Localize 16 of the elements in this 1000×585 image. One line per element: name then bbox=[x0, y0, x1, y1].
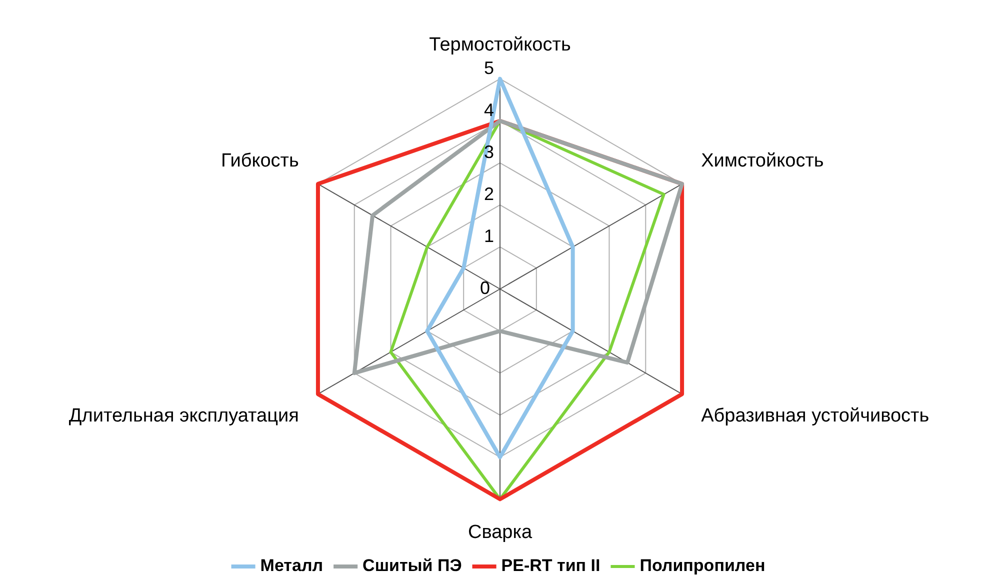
legend-label: PE-RT тип II bbox=[501, 556, 600, 576]
spoke-label: Абразивная устойчивость bbox=[701, 406, 930, 427]
spoke-label: Химстойкость bbox=[701, 150, 824, 172]
y-tick-label: 2 bbox=[484, 184, 494, 204]
y-tick-label: 5 bbox=[484, 58, 494, 78]
legend-label: Металл bbox=[260, 556, 324, 576]
y-tick-label: 1 bbox=[484, 226, 494, 246]
y-tick-label: 4 bbox=[484, 100, 494, 120]
y-tick-label: 3 bbox=[484, 142, 494, 162]
legend-label: Сшитый ПЭ bbox=[362, 556, 462, 576]
legend-label: Полипропилен bbox=[640, 556, 766, 576]
spoke-label: Термостойкость bbox=[429, 34, 571, 56]
spoke-label: Длительная эксплуатация bbox=[68, 406, 299, 427]
spoke-label: Гибкость bbox=[220, 150, 299, 172]
spoke-label: Сварка bbox=[468, 522, 532, 543]
y-tick-label: 0 bbox=[480, 278, 490, 298]
